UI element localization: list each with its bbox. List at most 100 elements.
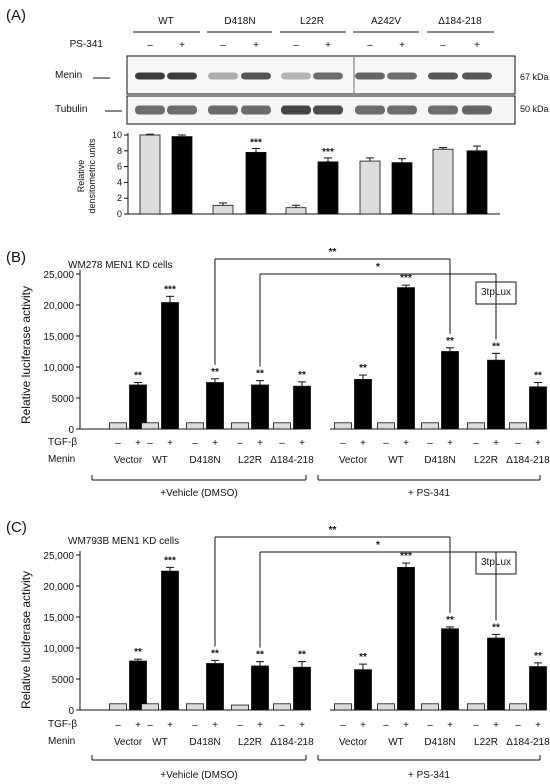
menin-band [355, 72, 385, 80]
panel-c-bar-tgf-minus [186, 703, 204, 711]
panel-b-tgf-sign: + [447, 438, 453, 449]
panel-b-group-label: +Vehicle (DMSO) [160, 488, 238, 499]
panel-c-category-label: Δ184-218 [506, 737, 550, 748]
panel-b-tgf-sign: + [212, 438, 218, 449]
panel-b-bar-tgf-minus [509, 422, 527, 430]
panel-b-tgf-sign: + [299, 438, 305, 449]
panel-c-tgf-sign: – [147, 720, 153, 731]
panel-b-bar-tgf-minus [186, 422, 204, 430]
panel-c-y-tick-label: 25,000 [43, 551, 74, 562]
panel-c-tgf-sign: + [493, 720, 499, 731]
panel-c-bar-tgf-minus [377, 703, 395, 711]
panel-c-tgf-sign: – [340, 720, 346, 731]
tubulin-band [167, 105, 197, 115]
panel-a-significance: *** [322, 147, 334, 158]
menin-band [167, 72, 197, 80]
panel-c-significance: *** [164, 555, 176, 566]
panel-a-ps341-sign: – [367, 40, 373, 51]
panel-c-bar-tgf-plus [487, 637, 505, 711]
panel-c-bar-tgf-minus [231, 704, 249, 711]
tubulin-band [462, 105, 492, 115]
panel-b-category-label: L22R [474, 455, 498, 466]
panel-c-label: (C) [6, 519, 27, 536]
panel-b-bar-tgf-minus [467, 422, 485, 430]
panel-b-significance: ** [534, 371, 542, 382]
panel-a-ps341-sign: + [179, 40, 185, 51]
panel-c-significance: ** [359, 652, 367, 663]
panel-c-group-label: +Vehicle (DMSO) [160, 770, 238, 781]
panel-c-tgf-sign: – [237, 720, 243, 731]
panel-a-bar [212, 204, 234, 215]
panel-c-significance: ** [446, 615, 454, 626]
panel-b-tgf-sign: + [257, 438, 263, 449]
panel-c-y-tick-label: 5000 [52, 675, 75, 686]
panel-c-category-label: D418N [189, 737, 220, 748]
panel-b-significance: *** [164, 284, 176, 295]
panel-c-tgf-sign: – [473, 720, 479, 731]
panel-a-ps341-sign: + [399, 40, 405, 51]
panel-c-tgf-sign: + [360, 720, 366, 731]
panel-a-label: (A) [6, 7, 26, 24]
panel-b-bar-tgf-plus [529, 386, 547, 430]
menin-band [241, 72, 271, 80]
panel-b-significance: *** [400, 273, 412, 284]
panel-a-ps341-sign: – [440, 40, 446, 51]
tubulin-band [428, 105, 458, 115]
panel-b-significance: ** [359, 363, 367, 374]
panel-c-bar-tgf-plus [206, 663, 224, 711]
panel-b-y-tick-label: 10,000 [43, 363, 74, 374]
panel-c-bar-tgf-plus [251, 665, 269, 711]
panel-b-bar-tgf-plus [354, 378, 372, 430]
panel-b-bar-tgf-plus [397, 287, 415, 430]
panel-a-bar [245, 151, 267, 215]
panel-b-bar-tgf-plus [206, 382, 224, 430]
panel-c-bar-tgf-minus [509, 703, 527, 711]
panel-b-category-label: WT [388, 455, 404, 466]
menin-band [208, 72, 238, 80]
panel-c-category-label: Δ184-218 [270, 737, 314, 748]
panel-b-comparison-significance: * [376, 262, 380, 273]
panel-c-bar-tgf-plus [354, 669, 372, 711]
panel-a-y-tick-label: 4 [117, 177, 122, 187]
panel-b-tgf-sign: – [383, 438, 389, 449]
panel-a-bar [285, 207, 307, 215]
panel-b-significance: ** [134, 371, 142, 382]
panel-a-group-label: WT [158, 16, 174, 27]
panel-a-y-tick-label: 2 [117, 193, 122, 203]
panel-c-tgf-sign: + [167, 720, 173, 731]
panel-b-bar-tgf-plus [293, 385, 311, 430]
panel-c-ylabel: Relative luciferase activity [19, 571, 33, 709]
panel-b-tgf-sign: – [279, 438, 285, 449]
panel-b-category-label: D418N [189, 455, 220, 466]
menin-blot-label: Menin [55, 70, 82, 81]
panel-a-bar [391, 162, 413, 215]
menin-band [135, 72, 165, 80]
panel-c-category-label: L22R [474, 737, 498, 748]
panel-c-significance: ** [134, 647, 142, 658]
panel-b-y-tick-label: 20,000 [43, 301, 74, 312]
panel-b-tgf-sign: + [135, 438, 141, 449]
panel-c-tgf-label: TGF-β [48, 719, 77, 730]
panel-b-y-tick-label: 0 [68, 425, 74, 436]
panel-b-menin-label: Menin [48, 454, 75, 465]
tubulin-band [387, 105, 417, 115]
panel-b-bar-tgf-minus [421, 422, 439, 430]
panel-b-bar-tgf-minus [273, 422, 291, 430]
panel-b-bar-tgf-minus [109, 422, 127, 430]
panel-a-bar [432, 148, 454, 215]
panel-a-bar [359, 160, 381, 215]
panel-b-comparison-significance: ** [329, 247, 337, 258]
panel-a-y-tick-label: 0 [117, 209, 122, 219]
panel-b-ylabel: Relative luciferase activity [19, 286, 33, 424]
panel-b-significance: ** [256, 369, 264, 380]
panel-c-y-tick-label: 15,000 [43, 613, 74, 624]
panel-b-bar-tgf-plus [251, 384, 269, 430]
panel-c-category-label: Vector [339, 737, 368, 748]
panel-c-category-label: Vector [114, 737, 143, 748]
panel-c-significance: ** [534, 651, 542, 662]
panel-a-bar [171, 136, 193, 215]
panel-c-category-label: WT [152, 737, 168, 748]
panel-b-y-tick-label: 15,000 [43, 332, 74, 343]
panel-c-y-tick-label: 0 [68, 706, 74, 717]
panel-b-tgf-sign: – [115, 438, 121, 449]
